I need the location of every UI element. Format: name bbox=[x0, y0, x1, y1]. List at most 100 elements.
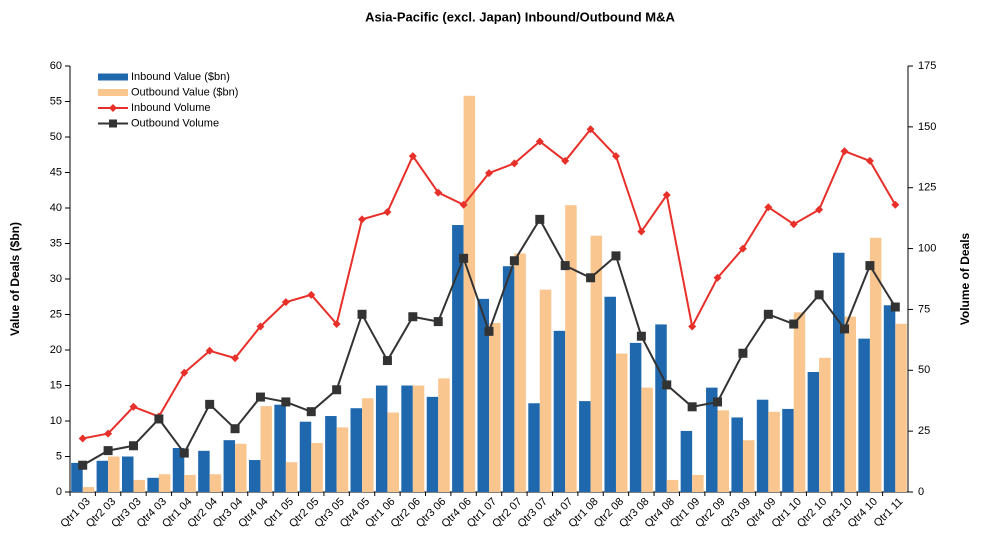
bar bbox=[833, 252, 845, 492]
bar bbox=[248, 460, 261, 492]
y-tick-label: 5 bbox=[56, 450, 62, 462]
bar bbox=[680, 430, 693, 492]
marker bbox=[154, 414, 164, 424]
bar bbox=[311, 443, 323, 492]
bar bbox=[579, 401, 591, 492]
marker bbox=[865, 156, 874, 165]
marker bbox=[256, 322, 265, 331]
bar bbox=[858, 338, 870, 492]
y-tick-label: 15 bbox=[50, 379, 62, 391]
marker bbox=[789, 319, 799, 329]
bar bbox=[706, 387, 718, 492]
bar bbox=[692, 474, 704, 492]
marker bbox=[128, 441, 138, 451]
marker bbox=[611, 251, 621, 261]
y-tick-label: 30 bbox=[50, 273, 62, 285]
bar bbox=[108, 456, 120, 492]
legend-swatch bbox=[98, 73, 128, 81]
marker bbox=[255, 392, 265, 402]
bar bbox=[147, 477, 159, 492]
bar bbox=[463, 95, 476, 492]
bar bbox=[539, 289, 552, 492]
bar bbox=[514, 253, 526, 492]
y-tick-label: 60 bbox=[50, 60, 62, 72]
marker bbox=[891, 200, 900, 209]
bar bbox=[158, 474, 171, 492]
chart-title: Asia-Pacific (excl. Japan) Inbound/Outbo… bbox=[365, 9, 675, 24]
marker bbox=[78, 460, 88, 470]
bar bbox=[285, 462, 298, 492]
marker bbox=[814, 290, 824, 300]
marker bbox=[332, 320, 341, 329]
legend-label: Inbound Volume bbox=[131, 102, 211, 114]
marker bbox=[408, 312, 418, 322]
legend-label: Outbound Value ($bn) bbox=[131, 86, 238, 98]
bar bbox=[71, 462, 83, 492]
y2-tick-label: 100 bbox=[918, 242, 936, 254]
bar bbox=[387, 412, 399, 492]
y-tick-label: 35 bbox=[50, 237, 62, 249]
marker bbox=[433, 317, 443, 327]
bar bbox=[742, 440, 755, 492]
marker bbox=[738, 348, 748, 358]
marker bbox=[561, 156, 570, 165]
marker bbox=[509, 256, 519, 266]
bar bbox=[883, 305, 896, 492]
bar bbox=[375, 385, 388, 492]
legend-marker bbox=[109, 119, 117, 128]
bar bbox=[412, 385, 425, 492]
bar bbox=[590, 235, 603, 492]
y-tick-label: 0 bbox=[56, 486, 62, 498]
legend-label: Inbound Value ($bn) bbox=[131, 71, 230, 83]
marker bbox=[890, 302, 900, 312]
bar bbox=[768, 411, 780, 492]
bar bbox=[209, 474, 222, 492]
bar bbox=[452, 225, 464, 493]
marker bbox=[281, 397, 291, 407]
bar bbox=[336, 427, 349, 492]
bar bbox=[121, 456, 134, 492]
legend-swatch bbox=[98, 89, 128, 96]
marker bbox=[586, 273, 596, 283]
bar bbox=[717, 410, 730, 492]
marker bbox=[688, 322, 697, 331]
bar bbox=[793, 312, 806, 492]
marker bbox=[713, 273, 722, 282]
y2-tick-label: 25 bbox=[918, 425, 930, 437]
y2-axis-title: Volume of Deals bbox=[958, 232, 972, 325]
x-tick-label: Qtr1 11 bbox=[872, 496, 906, 530]
y2-tick-label: 150 bbox=[918, 121, 936, 133]
y2-tick-label: 0 bbox=[918, 486, 924, 498]
y-tick-label: 10 bbox=[50, 415, 62, 427]
marker bbox=[104, 429, 113, 438]
marker bbox=[535, 137, 544, 146]
y2-tick-label: 50 bbox=[918, 364, 930, 376]
marker bbox=[840, 147, 849, 156]
marker bbox=[459, 253, 469, 263]
bar bbox=[184, 474, 196, 492]
y-axis-title: Value of Deals ($bn) bbox=[8, 222, 22, 336]
bar bbox=[489, 323, 501, 492]
y-tick-label: 50 bbox=[50, 131, 62, 143]
marker bbox=[611, 152, 620, 161]
bar bbox=[82, 487, 95, 492]
marker bbox=[586, 125, 595, 134]
marker bbox=[485, 169, 493, 178]
marker bbox=[78, 434, 87, 443]
bar bbox=[565, 205, 577, 492]
marker bbox=[307, 290, 316, 299]
marker bbox=[382, 356, 392, 366]
bar bbox=[641, 387, 653, 492]
bar bbox=[260, 406, 272, 492]
bar bbox=[133, 479, 145, 492]
marker bbox=[789, 220, 798, 229]
marker bbox=[281, 298, 290, 307]
marker bbox=[535, 214, 545, 224]
bar bbox=[553, 330, 566, 492]
bar bbox=[426, 396, 439, 492]
marker bbox=[332, 385, 342, 395]
bar bbox=[172, 447, 185, 492]
bar bbox=[96, 460, 109, 492]
marker bbox=[358, 215, 367, 224]
